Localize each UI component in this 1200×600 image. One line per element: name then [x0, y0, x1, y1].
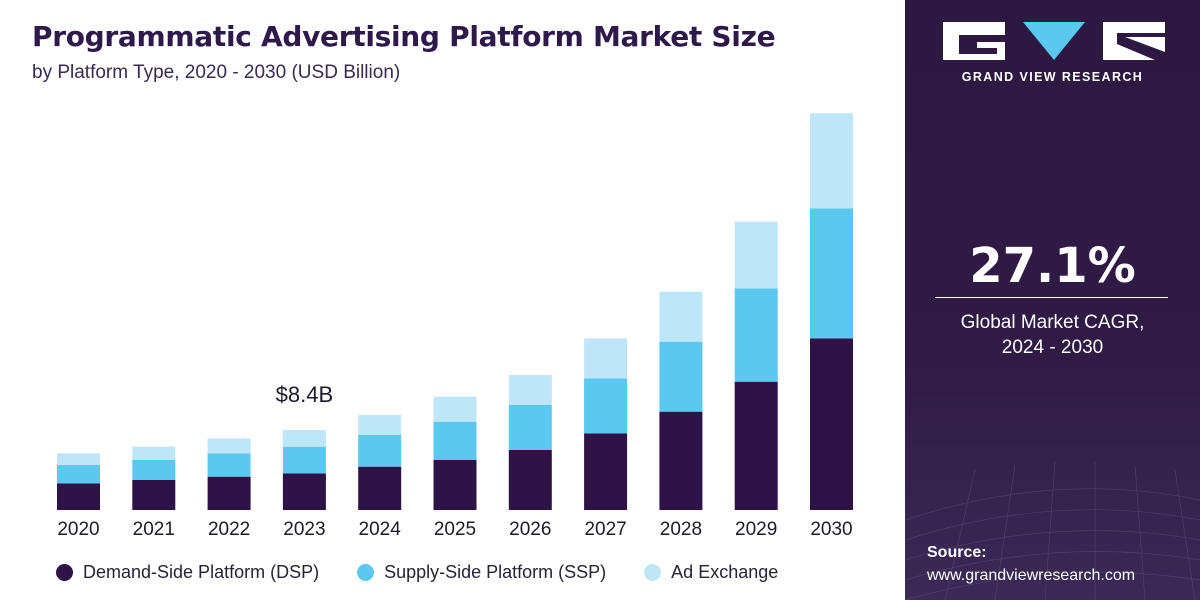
x-tick-label-2023: 2023: [283, 519, 325, 540]
bar-dsp-2024: [358, 466, 402, 510]
legend-label-adx: Ad Exchange: [671, 562, 779, 582]
x-tick-label-2028: 2028: [660, 519, 702, 540]
bar-adx-2028: [659, 291, 703, 342]
cagr-label: Global Market CAGR, 2024 - 2030: [905, 310, 1200, 360]
source-label: Source:: [927, 544, 987, 561]
cagr-divider: [935, 297, 1168, 298]
bar-adx-2027: [584, 338, 628, 379]
bar-ssp-2027: [584, 378, 628, 434]
bar-dsp-2026: [508, 450, 552, 510]
bar-ssp-2030: [810, 208, 853, 339]
cagr-label-line-2: 2024 - 2030: [1001, 337, 1104, 358]
x-tick-label-2021: 2021: [133, 519, 175, 540]
bar-ssp-2026: [508, 405, 552, 450]
legend-item-dsp: Demand-Side Platform (DSP): [56, 562, 319, 583]
bar-ssp-2029: [734, 288, 778, 382]
x-tick-label-2025: 2025: [434, 519, 476, 540]
grid-background-graphic: [905, 461, 1200, 600]
source-link[interactable]: www.grandviewresearch.com: [927, 567, 1136, 584]
bar-adx-2023: [282, 430, 326, 447]
bar-adx-2026: [508, 375, 552, 405]
legend-label-ssp: Supply-Side Platform (SSP): [384, 562, 607, 582]
bar-dsp-2029: [734, 381, 778, 510]
chart-legend: Demand-Side Platform (DSP) Supply-Side P…: [56, 562, 816, 583]
brand-name: GRAND VIEW RESEARCH: [961, 70, 1144, 84]
bar-dsp-2027: [584, 433, 628, 510]
bar-dsp-2023: [282, 473, 326, 510]
bar-ssp-2021: [132, 460, 176, 480]
data-label-2023: $8.4B: [276, 382, 334, 407]
bar-dsp-2030: [810, 338, 853, 510]
bar-dsp-2025: [433, 460, 477, 510]
bar-adx-2021: [132, 446, 176, 460]
bar-ssp-2025: [433, 421, 477, 460]
bar-adx-2024: [358, 415, 402, 435]
bar-ssp-2028: [659, 341, 703, 412]
grand-view-research-logo: [943, 22, 1165, 60]
x-tick-label-2029: 2029: [735, 519, 777, 540]
bar-dsp-2022: [207, 476, 251, 510]
bar-dsp-2028: [659, 411, 703, 510]
bar-adx-2029: [734, 221, 778, 289]
bar-adx-2030: [810, 113, 853, 209]
summary-panel: GRAND VIEW RESEARCH 27.1% Global Market …: [905, 0, 1200, 600]
stacked-bar-chart: 2020 2021 2022 2023 $8.4B 2024 2025 2026 2027 202…: [57, 113, 853, 540]
bar-adx-2020: [57, 453, 100, 465]
bar-ssp-2022: [207, 453, 251, 477]
cagr-label-line-1: Global Market CAGR,: [960, 312, 1145, 333]
chart-title: Programmatic Advertising Platform Market…: [32, 20, 776, 53]
x-tick-label-2022: 2022: [208, 519, 250, 540]
x-tick-label-2024: 2024: [359, 519, 402, 540]
bar-dsp-2021: [132, 480, 176, 510]
bar-adx-2025: [433, 396, 477, 422]
legend-swatch-ssp: [357, 564, 375, 581]
legend-item-adx: Ad Exchange: [644, 562, 778, 583]
legend-label-dsp: Demand-Side Platform (DSP): [83, 562, 320, 582]
bar-dsp-2020: [57, 483, 100, 510]
bar-ssp-2024: [358, 435, 402, 467]
x-tick-label-2026: 2026: [509, 519, 551, 540]
x-tick-label-2027: 2027: [584, 519, 626, 540]
cagr-value: 27.1%: [969, 238, 1136, 294]
bar-ssp-2020: [57, 465, 100, 484]
chart-subtitle: by Platform Type, 2020 - 2030 (USD Billi…: [32, 62, 401, 83]
legend-swatch-dsp: [56, 564, 73, 581]
bar-adx-2022: [207, 438, 251, 454]
x-tick-label-2020: 2020: [57, 519, 99, 540]
legend-swatch-adx: [644, 564, 662, 581]
bar-ssp-2023: [282, 446, 326, 474]
legend-item-ssp: Supply-Side Platform (SSP): [357, 562, 606, 583]
x-tick-label-2030: 2030: [810, 519, 852, 540]
